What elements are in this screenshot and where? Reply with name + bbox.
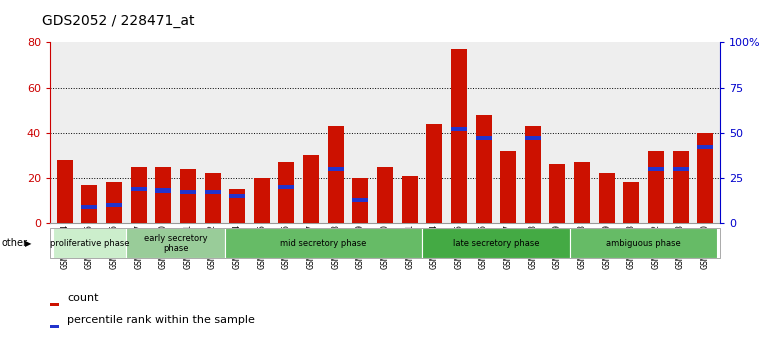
Bar xyxy=(229,189,245,223)
Bar xyxy=(205,190,220,194)
Bar xyxy=(82,185,98,223)
Text: percentile rank within the sample: percentile rank within the sample xyxy=(67,315,255,325)
Bar xyxy=(254,178,270,223)
Bar xyxy=(180,190,196,194)
Bar xyxy=(328,167,343,171)
Bar xyxy=(131,167,147,223)
Bar xyxy=(126,228,225,258)
Bar xyxy=(180,169,196,223)
Bar xyxy=(598,173,614,223)
Text: late secretory phase: late secretory phase xyxy=(453,239,539,248)
Bar xyxy=(106,182,122,223)
Bar xyxy=(82,205,98,209)
Bar xyxy=(353,178,368,223)
Bar xyxy=(500,151,516,223)
Bar xyxy=(156,188,172,193)
Bar xyxy=(229,194,245,198)
Bar xyxy=(279,162,294,223)
Text: count: count xyxy=(67,293,99,303)
Bar xyxy=(697,133,713,223)
Text: ambiguous phase: ambiguous phase xyxy=(606,239,681,248)
Text: early secretory
phase: early secretory phase xyxy=(144,234,207,253)
Text: other: other xyxy=(2,238,28,249)
Bar xyxy=(50,325,59,328)
Bar xyxy=(328,126,343,223)
Bar xyxy=(57,160,73,223)
Bar xyxy=(672,151,688,223)
Bar xyxy=(52,228,126,258)
Bar xyxy=(225,228,422,258)
Bar xyxy=(427,124,442,223)
Bar xyxy=(550,164,565,223)
Text: GDS2052 / 228471_at: GDS2052 / 228471_at xyxy=(42,14,195,28)
Bar xyxy=(156,167,172,223)
Bar xyxy=(131,187,147,191)
Bar xyxy=(648,167,664,171)
Text: ▶: ▶ xyxy=(25,239,31,248)
Text: proliferative phase: proliferative phase xyxy=(50,239,129,248)
Bar xyxy=(353,198,368,201)
Bar xyxy=(476,136,491,140)
Bar xyxy=(303,155,319,223)
Bar xyxy=(697,145,713,149)
Bar xyxy=(574,162,590,223)
Bar xyxy=(402,176,417,223)
Bar xyxy=(525,136,541,140)
Text: mid secretory phase: mid secretory phase xyxy=(280,239,367,248)
Bar xyxy=(623,182,639,223)
Bar xyxy=(205,173,220,223)
Bar xyxy=(570,228,718,258)
Bar xyxy=(451,127,467,131)
Bar xyxy=(377,167,393,223)
Bar xyxy=(422,228,570,258)
Bar xyxy=(106,203,122,207)
Bar xyxy=(672,167,688,171)
Bar xyxy=(50,303,59,306)
Bar xyxy=(279,185,294,189)
Bar xyxy=(451,49,467,223)
Bar xyxy=(476,115,491,223)
Bar xyxy=(525,126,541,223)
Bar xyxy=(648,151,664,223)
